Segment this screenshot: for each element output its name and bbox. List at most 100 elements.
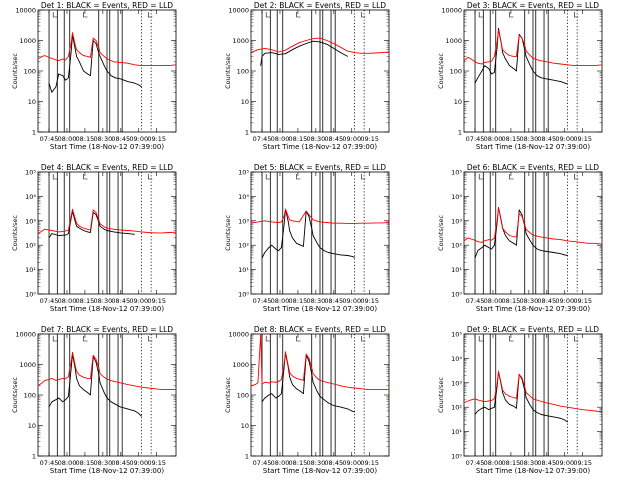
y-tick-label: 10⁵ bbox=[238, 169, 249, 177]
data-point-lld bbox=[500, 221, 502, 223]
data-point-lld bbox=[113, 61, 115, 63]
x-tick-label: 08:45 bbox=[324, 135, 343, 143]
data-point-lld bbox=[51, 230, 53, 231]
data-point-lld bbox=[525, 228, 527, 230]
data-point-lld bbox=[161, 232, 163, 234]
data-point-lld bbox=[65, 59, 66, 61]
data-point-lld bbox=[87, 56, 89, 57]
data-point-lld bbox=[509, 235, 510, 236]
panel-3: Det 3: BLACK = Events, RED = LLD 1 10 100 10… bbox=[437, 1, 603, 151]
data-point-lld bbox=[532, 398, 534, 400]
data-point-lld bbox=[62, 378, 64, 379]
y-tick-label: 10⁴ bbox=[451, 193, 462, 201]
series-line-lld bbox=[37, 32, 177, 67]
data-point-lld bbox=[87, 378, 89, 379]
data-point-lld bbox=[524, 386, 526, 387]
data-point-events bbox=[540, 77, 542, 79]
data-point-lld bbox=[340, 222, 342, 224]
data-point-lld bbox=[354, 387, 355, 389]
panel-9: Det 9: BLACK = Events, RED = LLD 10⁰ 10¹ 10… bbox=[437, 325, 603, 475]
data-point-lld bbox=[70, 43, 72, 44]
data-point-lld bbox=[467, 57, 469, 58]
data-point-lld bbox=[470, 58, 472, 60]
x-tick-label: 09:15 bbox=[573, 297, 592, 305]
data-point-events bbox=[285, 53, 286, 55]
data-point-events bbox=[83, 70, 84, 72]
data-point-lld bbox=[496, 41, 498, 43]
data-point-events bbox=[484, 65, 486, 66]
data-point-lld bbox=[254, 384, 256, 385]
data-point-lld bbox=[250, 222, 252, 224]
data-point-lld bbox=[326, 381, 328, 383]
data-point-events bbox=[502, 392, 503, 393]
x-tick-label: 08:00 bbox=[484, 459, 503, 467]
series-line-lld bbox=[37, 351, 176, 391]
data-point-events bbox=[319, 247, 321, 248]
data-point-events bbox=[141, 86, 142, 88]
x-tick-label: 09:00 bbox=[342, 297, 361, 305]
data-point-lld bbox=[496, 383, 498, 385]
data-point-events bbox=[484, 244, 486, 246]
y-tick-label: 1000 bbox=[19, 361, 36, 369]
data-point-events bbox=[546, 251, 548, 252]
data-point-events bbox=[76, 378, 77, 379]
data-point-events bbox=[474, 414, 476, 415]
data-point-events bbox=[114, 77, 116, 79]
data-point-events bbox=[491, 73, 492, 75]
data-point-events bbox=[261, 56, 263, 57]
data-point-events bbox=[300, 391, 302, 392]
x-axis-label: Start Time (18-Nov-12 07:39:00) bbox=[476, 305, 590, 313]
data-point-events bbox=[529, 240, 531, 242]
data-point-lld bbox=[481, 63, 483, 65]
data-point-lld bbox=[37, 385, 39, 387]
y-tick-label: 100 bbox=[450, 68, 462, 76]
x-axis-label: Start Time (18-Nov-12 07:39:00) bbox=[263, 305, 377, 313]
data-point-lld bbox=[484, 240, 486, 242]
panel-title: Det 2: BLACK = Events, RED = LLD bbox=[254, 1, 386, 10]
data-point-lld bbox=[127, 230, 129, 231]
data-point-lld bbox=[141, 386, 142, 388]
data-point-lld bbox=[271, 49, 273, 51]
y-tick-label: 10000 bbox=[15, 331, 36, 339]
data-point-events bbox=[518, 33, 520, 35]
data-point-events bbox=[488, 409, 490, 410]
data-point-events bbox=[494, 244, 495, 246]
x-tick-label: 08:15 bbox=[289, 135, 308, 143]
data-point-lld bbox=[99, 223, 101, 225]
y-tick-label: 10⁰ bbox=[451, 291, 462, 299]
data-point-events bbox=[51, 233, 53, 234]
data-point-events bbox=[509, 404, 510, 405]
data-point-lld bbox=[79, 374, 80, 376]
x-tick-label: 08:45 bbox=[111, 459, 130, 467]
data-point-lld bbox=[488, 61, 490, 63]
data-point-events bbox=[264, 397, 266, 399]
data-point-events bbox=[95, 43, 97, 44]
data-point-events bbox=[275, 248, 277, 250]
y-tick-label: 10000 bbox=[15, 7, 36, 15]
data-point-events bbox=[79, 385, 80, 387]
data-point-lld bbox=[474, 239, 476, 241]
data-point-events bbox=[488, 68, 490, 69]
data-point-lld bbox=[326, 222, 328, 223]
panel-1: Det 1: BLACK = Events, RED = LLD 1 10 100 10… bbox=[11, 1, 177, 151]
data-point-lld bbox=[319, 221, 321, 223]
data-point-events bbox=[261, 257, 263, 259]
data-point-lld bbox=[44, 55, 46, 56]
x-tick-label: 09:00 bbox=[129, 135, 148, 143]
data-point-lld bbox=[513, 56, 515, 57]
x-tick-label: 08:45 bbox=[111, 135, 130, 143]
bracket-mark bbox=[265, 12, 271, 18]
data-point-lld bbox=[502, 49, 503, 51]
data-point-events bbox=[48, 237, 50, 239]
x-tick-label: 08:15 bbox=[289, 459, 308, 467]
data-point-events bbox=[99, 56, 101, 57]
x-tick-label: 08:45 bbox=[324, 459, 343, 467]
panel-6: Det 6: BLACK = Events, RED = LLD 10⁰ 10¹ 10… bbox=[437, 163, 603, 313]
y-tick-label: 100 bbox=[237, 68, 249, 76]
data-point-lld bbox=[484, 401, 486, 402]
data-point-lld bbox=[488, 400, 490, 402]
data-point-events bbox=[494, 406, 495, 408]
data-point-events bbox=[532, 70, 534, 72]
data-point-lld bbox=[498, 29, 499, 31]
data-point-lld bbox=[70, 216, 72, 217]
